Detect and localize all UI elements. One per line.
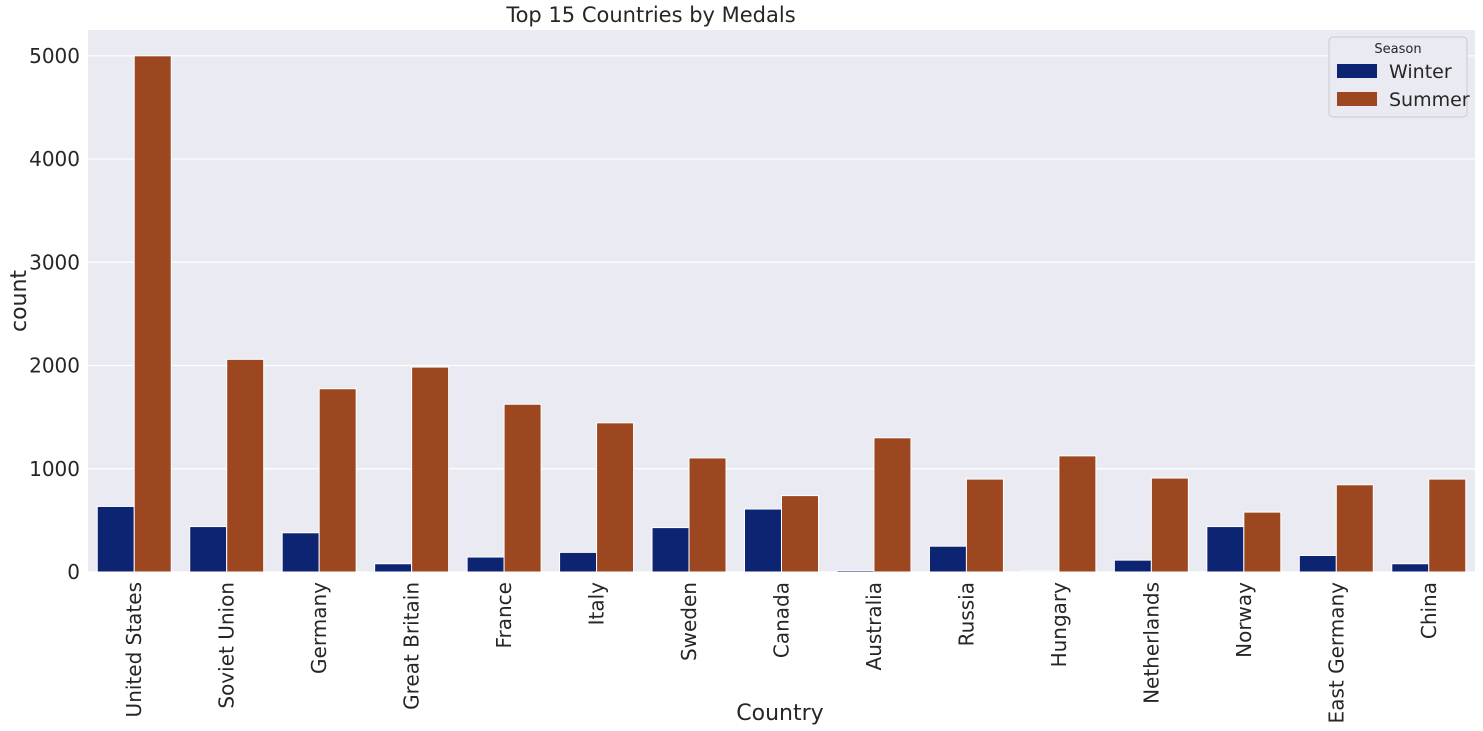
legend-title: Season — [1374, 42, 1421, 57]
bar-summer-great-britain — [411, 366, 450, 573]
bar-winter-east-germany — [1298, 554, 1337, 573]
x-tick-label: East Germany — [1324, 582, 1348, 724]
bar-winter-australia — [836, 569, 875, 573]
legend-label-winter: Winter — [1389, 61, 1452, 83]
y-tick-label: 4000 — [29, 147, 80, 171]
bar-summer-sweden — [688, 457, 727, 573]
bar-summer-russia — [965, 478, 1004, 573]
bar-winter-italy — [559, 551, 598, 573]
bar-summer-germany — [318, 388, 357, 573]
chart-title: Top 15 Countries by Medals — [505, 3, 795, 27]
bar-winter-netherlands — [1113, 559, 1152, 573]
x-tick-labels: United States Soviet Union Germany Great Br… — [122, 582, 1441, 724]
x-tick-label: Soviet Union — [215, 582, 239, 709]
legend-swatch-summer — [1337, 92, 1377, 106]
bar-winter-sweden — [651, 527, 690, 573]
bar-winter-russia — [928, 545, 967, 573]
x-tick-label: Italy — [585, 582, 609, 626]
bar-winter-hungary — [1021, 570, 1060, 573]
x-tick-label: China — [1417, 582, 1441, 639]
x-tick-label: Germany — [307, 582, 331, 674]
bars — [96, 55, 1467, 573]
legend: Season Winter Summer — [1328, 36, 1470, 118]
legend-swatch-winter — [1337, 64, 1377, 78]
bar-summer-soviet-union — [226, 358, 265, 573]
bar-winter-canada — [744, 508, 782, 573]
bar-summer-china — [1428, 478, 1467, 573]
y-tick-label: 2000 — [29, 354, 80, 378]
y-tick-label: 1000 — [29, 457, 80, 481]
x-tick-label: France — [492, 582, 516, 649]
y-tick-labels: 0 1000 2000 3000 4000 5000 — [29, 44, 80, 584]
bar-winter-united-states — [96, 505, 135, 573]
x-tick-label: United States — [122, 582, 146, 717]
y-tick-label: 3000 — [29, 250, 80, 274]
bar-summer-canada — [781, 495, 819, 573]
bar-winter-norway — [1206, 526, 1245, 573]
x-tick-label: Great Britain — [400, 582, 424, 710]
x-axis-title: Country — [736, 701, 823, 726]
bar-winter-great-britain — [374, 563, 413, 573]
x-tick-label: Russia — [954, 582, 978, 646]
bar-summer-united-states — [133, 55, 172, 573]
bar-winter-germany — [281, 532, 320, 573]
plot-background — [88, 30, 1475, 572]
x-tick-label: Canada — [770, 582, 794, 658]
bar-summer-italy — [596, 422, 635, 573]
legend-label-summer: Summer — [1389, 89, 1470, 111]
bar-summer-australia — [873, 437, 912, 573]
x-tick-label: Sweden — [677, 582, 701, 661]
x-tick-label: Norway — [1232, 582, 1256, 658]
y-axis-title: count — [7, 270, 32, 332]
bar-summer-east-germany — [1335, 484, 1374, 573]
x-tick-label: Australia — [862, 582, 886, 670]
bar-winter-soviet-union — [189, 526, 228, 573]
bar-summer-hungary — [1058, 455, 1097, 573]
y-tick-label: 0 — [67, 560, 80, 584]
bar-winter-china — [1391, 563, 1430, 573]
x-tick-label: Hungary — [1047, 582, 1071, 668]
bar-summer-netherlands — [1150, 477, 1189, 573]
bar-winter-france — [466, 556, 505, 573]
y-tick-label: 5000 — [29, 44, 80, 68]
bar-summer-france — [503, 403, 542, 573]
bar-summer-norway — [1243, 511, 1282, 573]
x-tick-label: Netherlands — [1139, 582, 1163, 704]
